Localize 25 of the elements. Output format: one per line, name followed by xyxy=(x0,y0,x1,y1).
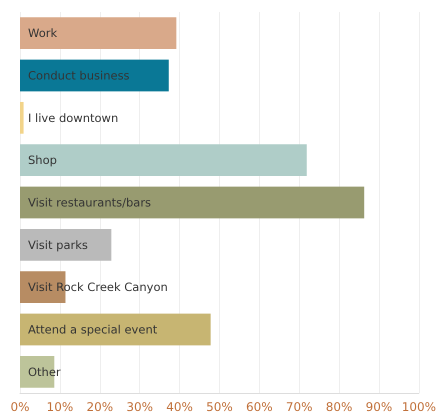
x-tick-label: 40% xyxy=(166,400,193,414)
y-tick-label: Visit restaurants/bars xyxy=(28,196,152,210)
y-tick-label: Work xyxy=(28,26,58,40)
x-tick-label: 50% xyxy=(206,400,233,414)
bar xyxy=(20,60,169,92)
bar xyxy=(20,228,112,261)
y-tick-label: Shop xyxy=(28,153,57,168)
bar xyxy=(20,314,211,346)
bar xyxy=(20,144,307,176)
x-tick-label: 70% xyxy=(286,400,313,414)
bar xyxy=(20,102,24,134)
x-tick-label: 20% xyxy=(86,400,114,414)
x-tick-label: 100% xyxy=(402,400,436,414)
x-tick-label: 10% xyxy=(46,400,74,414)
bar xyxy=(20,186,364,218)
y-tick-label: Visit parks xyxy=(28,238,88,252)
y-tick-label: I live downtown xyxy=(28,110,118,125)
y-tick-label: Conduct business xyxy=(28,68,130,82)
bar xyxy=(20,17,176,50)
x-tick-label: 0% xyxy=(10,400,30,414)
x-tick-label: 60% xyxy=(246,400,273,414)
x-tick-label: 30% xyxy=(126,400,153,414)
x-tick-label: 90% xyxy=(366,400,392,414)
y-tick-label: Attend a special event xyxy=(28,322,158,336)
x-tick-label: 80% xyxy=(326,400,352,414)
